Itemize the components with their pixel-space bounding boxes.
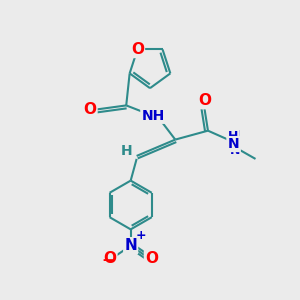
Text: O: O [83, 102, 97, 117]
Text: H: H [228, 130, 238, 142]
Text: O: O [131, 42, 144, 57]
Text: +: + [136, 229, 147, 242]
Text: NH: NH [141, 109, 165, 123]
Text: H
N: H N [230, 129, 240, 157]
Text: N: N [124, 238, 137, 253]
Text: O: O [103, 251, 116, 266]
Text: −: − [101, 253, 114, 268]
Text: H: H [120, 145, 132, 158]
Text: O: O [199, 93, 212, 108]
Text: O: O [145, 251, 158, 266]
Text: N: N [227, 137, 239, 151]
